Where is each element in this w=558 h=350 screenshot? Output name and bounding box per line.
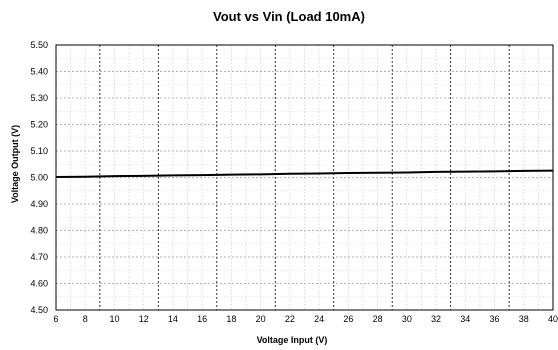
y-tick-label: 5.00 (30, 173, 48, 183)
y-axis-label: Voltage Output (V) (10, 125, 20, 203)
x-tick-labels: 6 8 10 12 14 16 18 20 22 24 26 28 30 32 34 36 38 40 (53, 314, 558, 324)
y-tick-label: 5.20 (30, 120, 48, 130)
x-tick-label: 8 (83, 314, 88, 324)
axes (55, 44, 554, 311)
x-tick-label: 34 (460, 314, 470, 324)
y-tick-label: 5.50 (30, 40, 48, 50)
x-tick-label: 24 (314, 314, 324, 324)
series-layer (55, 169, 554, 178)
chart-title: Vout vs Vin (Load 10mA) (213, 9, 365, 24)
x-tick-label: 14 (168, 314, 178, 324)
plot-frame (55, 44, 554, 311)
y-tick-label: 4.70 (30, 252, 48, 262)
x-tick-label: 12 (139, 314, 149, 324)
y-tick-label: 4.90 (30, 199, 48, 209)
x-tick-label: 30 (402, 314, 412, 324)
x-tick-label: 38 (519, 314, 529, 324)
x-tick-label: 40 (548, 314, 558, 324)
grid-lines (56, 45, 553, 310)
x-tick-label: 22 (285, 314, 295, 324)
x-tick-label: 32 (431, 314, 441, 324)
x-tick-label: 6 (53, 314, 58, 324)
y-tick-label: 4.60 (30, 279, 48, 289)
y-tick-label: 5.10 (30, 146, 48, 156)
x-tick-label: 26 (343, 314, 353, 324)
x-tick-label: 20 (256, 314, 266, 324)
x-tick-label: 36 (490, 314, 500, 324)
series-line (55, 169, 554, 178)
x-tick-label: 18 (226, 314, 236, 324)
x-tick-label: 28 (373, 314, 383, 324)
x-tick-label: 10 (109, 314, 119, 324)
y-tick-label: 5.40 (30, 67, 48, 77)
y-tick-label: 4.50 (30, 305, 48, 315)
y-tick-labels: 4.50 4.60 4.70 4.80 4.90 5.00 5.10 5.20 5.30 5.40… (30, 40, 48, 315)
x-axis-label: Voltage Input (V) (257, 335, 328, 345)
y-tick-label: 4.80 (30, 226, 48, 236)
y-tick-label: 5.30 (30, 93, 48, 103)
x-tick-label: 16 (197, 314, 207, 324)
